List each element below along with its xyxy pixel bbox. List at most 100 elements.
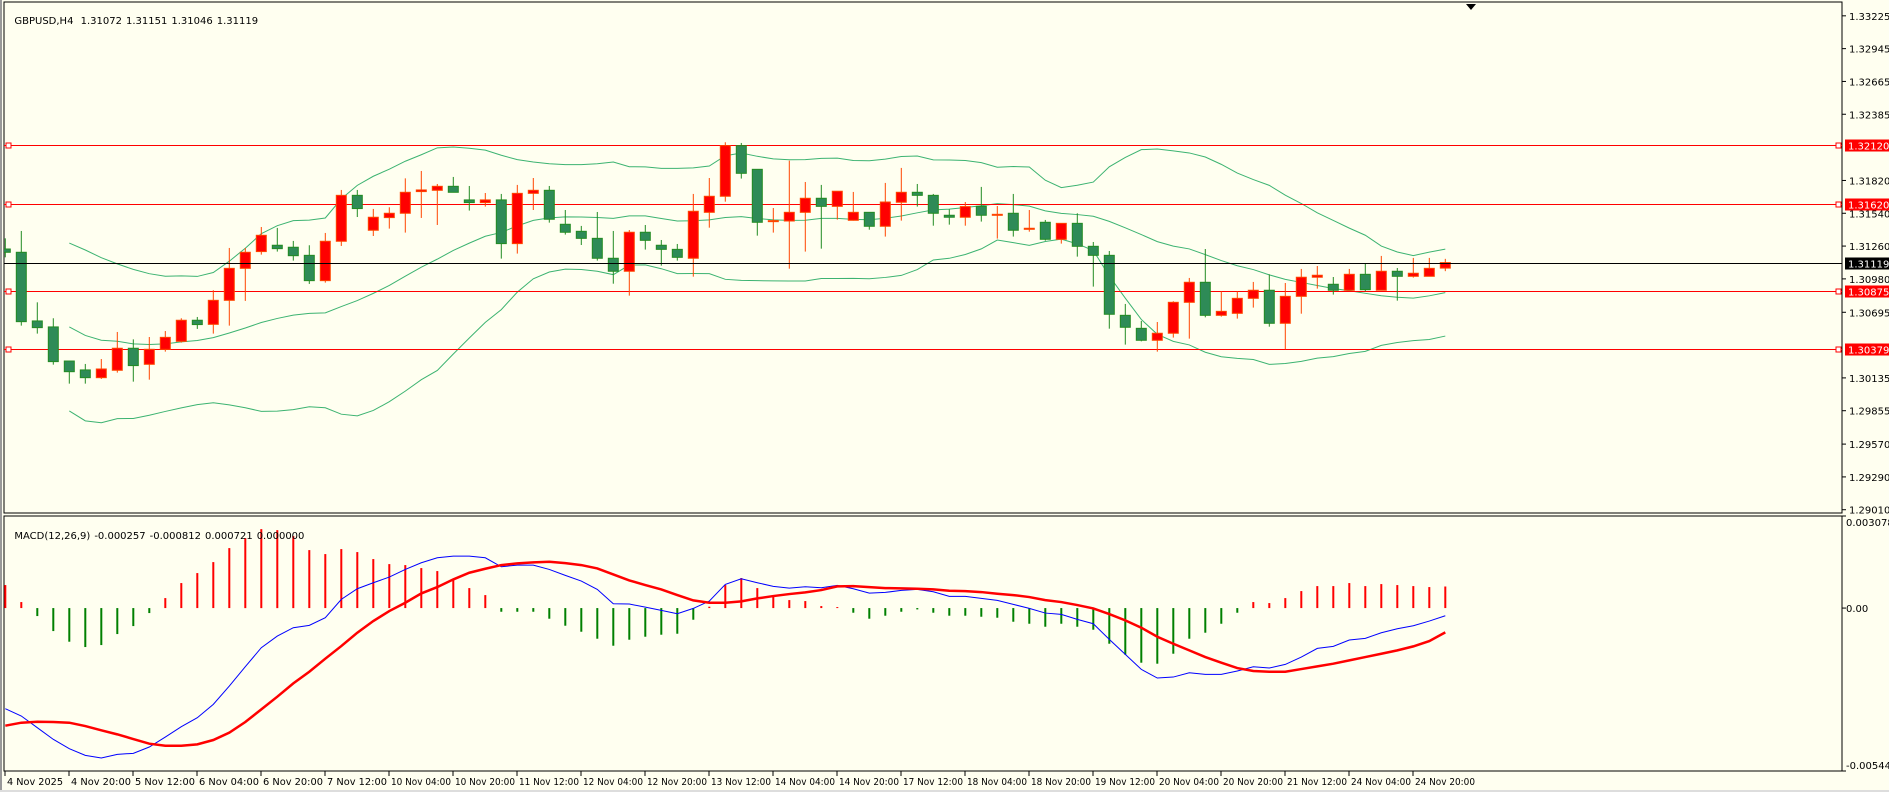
candle[interactable] bbox=[319, 232, 331, 283]
candle[interactable] bbox=[191, 316, 203, 329]
candle[interactable] bbox=[399, 178, 411, 233]
candle[interactable] bbox=[127, 339, 139, 382]
candle[interactable] bbox=[527, 177, 539, 210]
candle[interactable] bbox=[79, 363, 91, 384]
candle[interactable] bbox=[783, 160, 795, 269]
candle[interactable] bbox=[255, 226, 267, 255]
candle[interactable] bbox=[495, 193, 507, 259]
candle[interactable] bbox=[1215, 291, 1227, 317]
candle[interactable] bbox=[735, 142, 747, 179]
candle[interactable] bbox=[1151, 322, 1163, 352]
level-anchor-handle[interactable] bbox=[1835, 288, 1842, 295]
candle[interactable] bbox=[911, 183, 923, 207]
level-anchor-handle[interactable] bbox=[1835, 142, 1842, 149]
candle[interactable] bbox=[111, 331, 123, 373]
candle[interactable] bbox=[831, 190, 843, 220]
candle[interactable] bbox=[543, 185, 555, 223]
candle[interactable] bbox=[1071, 213, 1083, 257]
candle[interactable] bbox=[47, 318, 59, 365]
candle[interactable] bbox=[1359, 263, 1371, 292]
candle[interactable] bbox=[847, 191, 859, 221]
level-anchor-handle[interactable] bbox=[5, 288, 12, 295]
candle[interactable] bbox=[671, 243, 683, 261]
candle[interactable] bbox=[879, 182, 891, 237]
candle[interactable] bbox=[895, 167, 907, 221]
candle[interactable] bbox=[1375, 255, 1387, 291]
candle[interactable] bbox=[799, 181, 811, 252]
candle[interactable] bbox=[1391, 267, 1403, 301]
level-anchor-handle[interactable] bbox=[5, 346, 12, 353]
candle[interactable] bbox=[63, 360, 75, 384]
candle[interactable] bbox=[1407, 257, 1419, 278]
candle[interactable] bbox=[1167, 301, 1179, 338]
level-anchor-handle[interactable] bbox=[1835, 346, 1842, 353]
candle[interactable] bbox=[655, 239, 667, 266]
candle[interactable] bbox=[639, 224, 651, 250]
candle[interactable] bbox=[1135, 320, 1147, 342]
candle[interactable] bbox=[303, 245, 315, 284]
candle[interactable] bbox=[511, 184, 523, 254]
candle[interactable] bbox=[1343, 268, 1355, 291]
candle[interactable] bbox=[287, 240, 299, 261]
candle[interactable] bbox=[623, 230, 635, 296]
candle[interactable] bbox=[1087, 241, 1099, 287]
candle[interactable] bbox=[559, 209, 571, 235]
candle[interactable] bbox=[143, 337, 155, 380]
candle[interactable] bbox=[1039, 219, 1051, 241]
candle[interactable] bbox=[1183, 277, 1195, 339]
candle[interactable] bbox=[239, 247, 251, 301]
candle[interactable] bbox=[1423, 257, 1435, 277]
candle[interactable] bbox=[383, 207, 395, 229]
level-anchor-handle[interactable] bbox=[1835, 201, 1842, 208]
candle[interactable] bbox=[1055, 222, 1067, 244]
candle[interactable] bbox=[863, 211, 875, 230]
candle[interactable] bbox=[31, 302, 43, 334]
candle[interactable] bbox=[223, 247, 235, 326]
candle[interactable] bbox=[95, 359, 107, 379]
candle[interactable] bbox=[1007, 193, 1019, 237]
candle[interactable] bbox=[1231, 291, 1243, 319]
candle[interactable] bbox=[431, 183, 443, 225]
candle[interactable] bbox=[351, 189, 363, 218]
candle[interactable] bbox=[975, 186, 987, 222]
candle[interactable] bbox=[1295, 268, 1307, 314]
level-anchor-handle[interactable] bbox=[5, 142, 12, 149]
candle[interactable] bbox=[959, 202, 971, 226]
candle[interactable] bbox=[335, 189, 347, 246]
candle[interactable] bbox=[1439, 258, 1451, 272]
candle[interactable] bbox=[175, 318, 187, 343]
candle[interactable] bbox=[479, 192, 491, 207]
candle[interactable] bbox=[815, 184, 827, 249]
candle[interactable] bbox=[751, 168, 763, 236]
candle[interactable] bbox=[447, 176, 459, 193]
candle[interactable] bbox=[271, 227, 283, 252]
candle[interactable] bbox=[687, 193, 699, 277]
candle[interactable] bbox=[991, 206, 1003, 239]
candle[interactable] bbox=[767, 207, 779, 233]
candle[interactable] bbox=[1279, 282, 1291, 350]
candle[interactable] bbox=[367, 208, 379, 236]
candle[interactable] bbox=[1247, 281, 1259, 308]
level-anchor-handle[interactable] bbox=[5, 201, 12, 208]
candle[interactable] bbox=[1023, 209, 1035, 232]
candle[interactable] bbox=[591, 211, 603, 261]
candle[interactable] bbox=[463, 185, 475, 211]
candle[interactable] bbox=[927, 193, 939, 226]
candle[interactable] bbox=[159, 331, 171, 352]
candle[interactable] bbox=[415, 170, 427, 218]
candle[interactable] bbox=[1199, 249, 1211, 318]
candle[interactable] bbox=[0, 238, 11, 258]
candle[interactable] bbox=[207, 290, 219, 334]
candle[interactable] bbox=[1327, 277, 1339, 295]
candle[interactable] bbox=[15, 230, 27, 326]
candle[interactable] bbox=[575, 225, 587, 246]
chart-shift-marker-icon[interactable] bbox=[1466, 4, 1476, 10]
candle[interactable] bbox=[943, 209, 955, 225]
candle[interactable] bbox=[703, 177, 715, 228]
candle[interactable] bbox=[719, 142, 731, 202]
candle[interactable] bbox=[1263, 274, 1275, 327]
candle[interactable] bbox=[1311, 265, 1323, 289]
candle[interactable] bbox=[607, 230, 619, 284]
candle[interactable] bbox=[1119, 303, 1131, 345]
